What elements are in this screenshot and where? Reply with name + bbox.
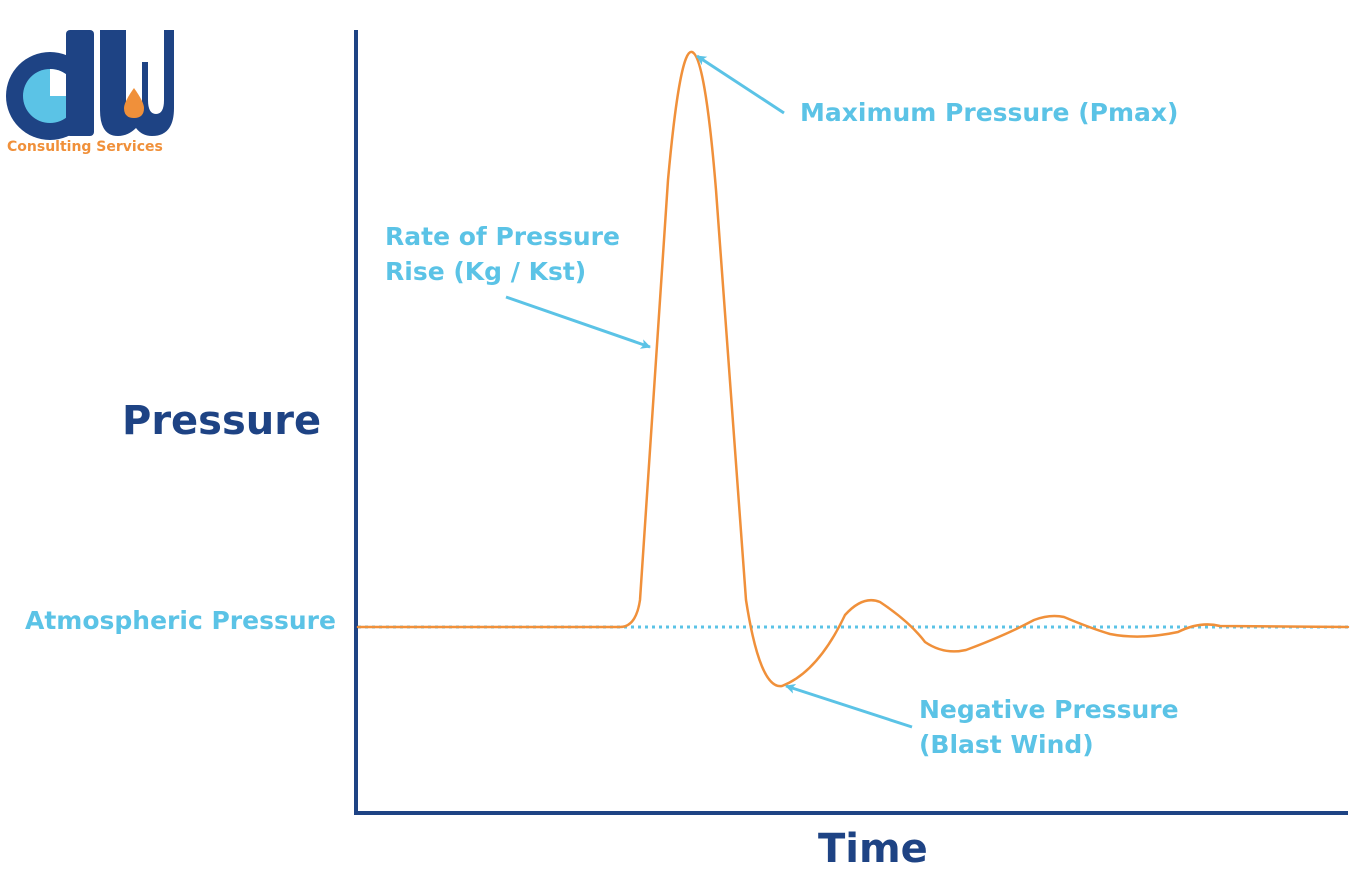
- atmospheric-pressure-label: Atmospheric Pressure: [25, 606, 336, 635]
- pressure-curve: [356, 50, 1350, 688]
- x-axis-label: Time: [818, 826, 928, 872]
- annotation-rate-of-rise: Rate of Pressure Rise (Kg / Kst): [385, 219, 620, 289]
- logo-d-stem: [66, 30, 94, 136]
- logo-w: [100, 30, 174, 136]
- pmax-arrow: [696, 54, 785, 115]
- rate-arrow: [505, 295, 651, 349]
- annotation-line: Rise (Kg / Kst): [385, 257, 587, 286]
- annotation-line: Negative Pressure: [919, 695, 1179, 724]
- logo-drop: [124, 88, 144, 118]
- annotation-negative-pressure: Negative Pressure (Blast Wind): [919, 692, 1179, 762]
- annotation-line: Rate of Pressure: [385, 222, 620, 251]
- y-axis-label: Pressure: [122, 398, 322, 444]
- annotation-line: Maximum Pressure (Pmax): [800, 98, 1179, 127]
- annotation-maximum-pressure: Maximum Pressure (Pmax): [800, 95, 1178, 130]
- annotation-line: (Blast Wind): [919, 730, 1094, 759]
- logo-text: Consulting Services: [7, 139, 163, 155]
- dw-logo: [6, 30, 174, 140]
- negative-arrow: [785, 684, 913, 729]
